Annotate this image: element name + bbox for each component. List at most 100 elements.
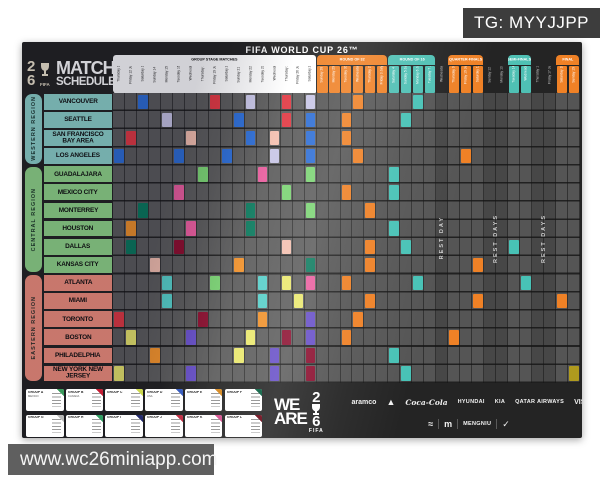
match-cell [341,330,352,345]
sponsor-separator [457,419,459,429]
grid-column [232,93,245,383]
group-card-corner-ribbon [93,414,104,425]
grid-column [556,93,569,383]
date-column-header: Sunday 14 June [149,66,160,93]
match-cell [185,221,196,236]
group-card-k: GROUP K [184,414,223,437]
match-cell [233,112,244,128]
stage-header-semi-finals: SEMI-FINALS [508,55,532,65]
region-label-western: WESTERN REGION [25,94,42,164]
match-cell [365,203,376,218]
group-card-teamlines [250,393,260,407]
date-column-header: Wednesday 15 July [520,66,532,93]
wc26-trophy-icon: 2 6 FIFA [27,58,50,89]
grid-column [208,93,221,383]
grid-column [196,93,209,383]
match-cell [389,185,400,200]
date-column-header: Tuesday 23 June [257,66,268,93]
date-column-header: Friday 26 June [293,66,304,93]
match-cell [161,275,172,291]
grid-column [484,93,497,383]
match-cell [449,330,460,345]
group-card-label: GROUP A [28,390,44,394]
sponsors-row-1: aramco ▲ Coca-Cola HYUNDAI KIA QATAR AIRWAYS V… [352,394,582,410]
match-cell [257,167,268,182]
svg-text:2: 2 [27,58,35,75]
match-cell [197,167,208,182]
match-cell [173,239,184,255]
match-cell [137,94,148,110]
group-card-corner-ribbon [132,389,143,399]
date-column-header: Thursday 25 June [281,66,292,93]
match-cell [245,330,256,345]
match-cell [281,239,292,255]
adidas-logo: ▲ [386,397,396,407]
match-cell [305,330,316,345]
date-column-header: Thursday 2 July [365,66,376,93]
date-column-header: Saturday 27 June [305,66,316,93]
grid-column [472,93,485,383]
grid-column [496,93,509,383]
grid-column [532,93,545,383]
match-cell [305,94,316,110]
visa-logo: VISA [574,398,582,406]
group-card-team: USA [147,395,153,398]
group-card-teamlines [52,418,61,433]
match-cell [114,312,124,327]
date-column-header: Saturday 18 July [556,66,568,93]
city-row-label: DALLAS [44,238,112,255]
group-card-corner-ribbon [252,389,262,399]
match-cell [197,312,208,327]
match-cell [125,330,136,345]
hyundai-logo: HYUNDAI [457,399,485,405]
match-cell [125,221,136,236]
match-cell [125,239,136,255]
match-cell [341,112,352,128]
match-cell [461,148,472,164]
grid-column [136,93,149,383]
schedule-title-line2: SCHEDULE [56,76,116,89]
group-card-label: GROUP B [67,390,84,394]
grid-column [220,93,233,383]
match-cell [401,112,412,128]
match-cell [389,167,400,182]
grid-column [568,93,580,383]
region-label-eastern: EASTERN REGION [25,275,42,381]
city-row-label: GUADALAJARA [44,166,112,183]
date-column-header: Saturday 13 June [137,66,148,93]
match-cell [509,239,519,255]
group-card-corner-ribbon [172,414,183,425]
schedule-title-line1: MATCH [56,58,116,79]
group-card-a: GROUP A MEXICO [26,389,64,411]
weare-trophy-icon [312,403,321,415]
match-cell [305,275,316,291]
group-card-teamlines [131,393,141,407]
match-cell [305,148,316,164]
date-column-header: Tuesday 16 June [173,66,184,93]
match-cell [173,148,184,164]
city-row-label: VANCOUVER [44,93,112,110]
match-cell [305,312,316,327]
group-card-corner-ribbon [252,414,262,425]
date-column-header: Friday 3 July [377,66,388,93]
grid-column [352,93,365,383]
date-column-header: Sunday 21 June [233,66,244,93]
date-column-header: Wednesday 17 June [185,66,196,93]
svg-text:FIFA: FIFA [40,82,50,87]
grid-column [412,93,425,383]
group-card-label: GROUP I [107,416,122,420]
we-are-26-logo: WE ARE 2 6 FIFA [274,390,324,434]
match-cell [245,130,256,146]
city-row-label: PHILADELPHIA [44,347,112,364]
match-cell [281,94,292,110]
match-cell [233,348,244,363]
match-cell [257,293,268,309]
city-row-label: LOS ANGELES [44,148,112,164]
group-card-corner-ribbon [53,414,64,425]
date-column-header: Sunday 19 July [568,66,579,93]
date-column-header: Tuesday 30 June [341,66,352,93]
match-cell [413,275,424,291]
group-card-b: GROUP B CANADA [65,389,104,411]
group-card-teamlines [250,418,260,433]
